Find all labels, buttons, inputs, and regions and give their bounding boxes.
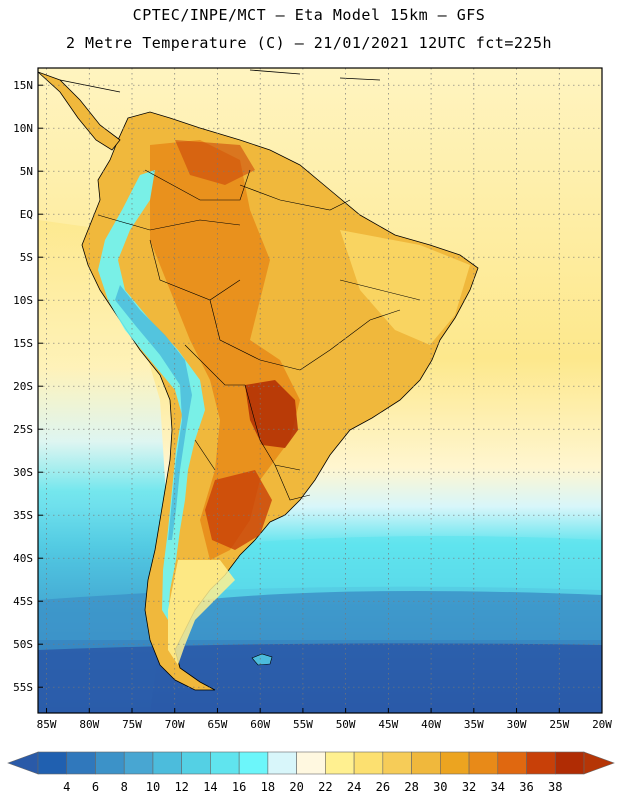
lat-label: 30S [13, 466, 33, 479]
colorbar-label: 34 [491, 780, 505, 794]
lon-label: 20W [592, 718, 612, 731]
colorbar: 4 6 8 10 12 14 16 18 20 22 24 26 28 30 32 34 36 38 [7, 751, 615, 794]
lat-label: 20S [13, 380, 33, 393]
ocean-band-cool [38, 586, 602, 650]
colorbar-swatch [353, 751, 384, 775]
lon-label: 70W [165, 718, 185, 731]
lat-label: 10N [13, 122, 33, 135]
lat-label: 25S [13, 423, 33, 436]
colorbar-label: 24 [347, 780, 361, 794]
lon-label: 65W [208, 718, 228, 731]
lon-label: 40W [421, 718, 441, 731]
colorbar-label: 10 [146, 780, 160, 794]
lon-label: 30W [507, 718, 527, 731]
colorbar-label: 28 [404, 780, 418, 794]
colorbar-swatch [95, 751, 125, 775]
colorbar-label: 38 [548, 780, 562, 794]
caribbean-islands [59, 69, 381, 93]
colorbar-label: 8 [121, 780, 128, 794]
colorbar-high-arrow [583, 751, 615, 775]
colorbar-label: 26 [376, 780, 390, 794]
colorbar-swatch [497, 751, 527, 775]
country-borders [97, 169, 421, 501]
title-line-2: 2 Metre Temperature (C) – 21/01/2021 12U… [65, 34, 553, 52]
lon-label: 50W [336, 718, 356, 731]
andes-ridge [98, 170, 205, 620]
colorbar-swatch [123, 751, 154, 775]
lat-label: EQ [20, 208, 33, 221]
colorbar-label: 6 [92, 780, 99, 794]
lat-label: 40S [13, 552, 33, 565]
very-hot-chaco [245, 380, 298, 448]
colorbar-swatch [267, 751, 297, 775]
colorbar-swatch [325, 751, 355, 775]
lat-label: 15N [13, 79, 33, 92]
lon-label: 85W [37, 718, 57, 731]
lon-label: 35W [464, 718, 484, 731]
latitude-axis: 15N 10N 5N EQ 5S 10S 15S 20S 25S 30S 35S 40S 45S 50S 5… [13, 79, 43, 694]
colorbar-label: 16 [232, 780, 246, 794]
falkland-islands [251, 653, 273, 666]
colorbar-label: 18 [261, 780, 275, 794]
ocean-band-cold [38, 640, 602, 713]
lat-label: 55S [13, 681, 33, 694]
hot-interior [150, 140, 300, 560]
lat-label: 5S [20, 251, 33, 264]
lon-label: 25W [549, 718, 569, 731]
colorbar-label: 12 [174, 780, 188, 794]
colorbar-label: 14 [203, 780, 217, 794]
lat-label: 10S [13, 294, 33, 307]
graticule [38, 68, 602, 713]
lat-label: 5N [20, 165, 33, 178]
central-america [38, 71, 121, 151]
hot-amazon [175, 140, 255, 185]
colorbar-low-arrow [7, 751, 39, 775]
colorbar-label: 20 [289, 780, 303, 794]
colorbar-swatch [468, 751, 499, 775]
colorbar-swatch [554, 751, 585, 775]
andes-core [115, 285, 192, 540]
very-hot-pampas [205, 470, 272, 550]
colorbar-label: 22 [318, 780, 332, 794]
colorbar-swatch [526, 751, 556, 775]
colorbar-swatch [37, 751, 68, 775]
colorbar-label: 36 [519, 780, 533, 794]
patagonia [168, 560, 235, 665]
colorbar-swatch [382, 751, 412, 775]
colorbar-swatch [238, 751, 269, 775]
map-frame [37, 67, 603, 714]
colorbar-swatch [440, 751, 470, 775]
colorbar-swatch [210, 751, 240, 775]
colorbar-swatch [411, 751, 441, 775]
lon-label: 75W [122, 718, 142, 731]
colorbar-label: 32 [462, 780, 476, 794]
lon-label: 45W [378, 718, 398, 731]
colorbar-label: 4 [63, 780, 70, 794]
colorbar-swatch [66, 751, 96, 775]
lon-label: 80W [79, 718, 99, 731]
warm-east [340, 230, 470, 345]
colorbar-swatch [296, 751, 326, 775]
colorbar-swatch [152, 751, 182, 775]
ocean-band-mild [200, 536, 602, 600]
lat-label: 50S [13, 638, 33, 651]
lon-label: 60W [250, 718, 270, 731]
title-line-1: CPTEC/INPE/MCT – Eta Model 15km – GFS [132, 6, 486, 24]
longitude-axis: 85W 80W 75W 70W 65W 60W 55W 50W 45W 40W 35W 30W 25W 2… [37, 708, 612, 731]
lat-label: 15S [13, 337, 33, 350]
lon-label: 55W [293, 718, 313, 731]
colorbar-swatch [181, 751, 211, 775]
colorbar-label: 30 [433, 780, 447, 794]
lat-label: 45S [13, 595, 33, 608]
lat-label: 35S [13, 509, 33, 522]
